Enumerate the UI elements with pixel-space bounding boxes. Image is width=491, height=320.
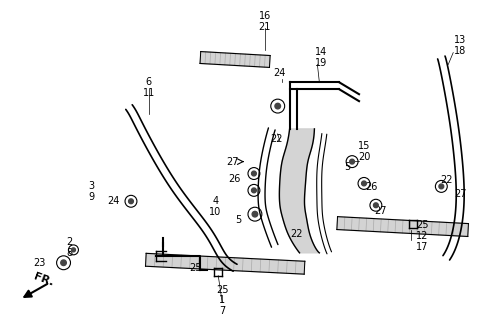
Text: 26: 26: [228, 174, 240, 184]
Text: 4
10: 4 10: [209, 196, 221, 217]
Text: 6
11: 6 11: [143, 77, 155, 98]
Circle shape: [251, 188, 256, 193]
Circle shape: [72, 248, 76, 252]
Text: 25: 25: [189, 263, 202, 273]
Text: 3
9: 3 9: [88, 181, 94, 202]
Text: 25
1
7: 25 1 7: [216, 284, 228, 316]
Circle shape: [251, 171, 256, 176]
Text: 2
8: 2 8: [66, 237, 73, 258]
Circle shape: [439, 184, 444, 189]
Circle shape: [61, 260, 66, 266]
Circle shape: [350, 159, 355, 164]
Text: 27: 27: [226, 156, 238, 167]
Text: 14
19: 14 19: [315, 47, 327, 68]
Text: 23: 23: [33, 258, 46, 268]
Circle shape: [275, 103, 280, 109]
Text: 26: 26: [366, 182, 378, 192]
Polygon shape: [337, 217, 468, 236]
Text: 5: 5: [235, 215, 241, 225]
Polygon shape: [145, 253, 305, 274]
Circle shape: [361, 181, 366, 186]
Circle shape: [129, 199, 134, 204]
Text: 27: 27: [375, 206, 387, 216]
Text: FR.: FR.: [32, 271, 55, 288]
Circle shape: [252, 212, 258, 217]
Text: 13
18: 13 18: [454, 35, 466, 56]
Circle shape: [374, 203, 378, 208]
Text: 22: 22: [271, 134, 283, 144]
Polygon shape: [279, 129, 319, 253]
Polygon shape: [200, 52, 270, 68]
Text: 15
20: 15 20: [358, 141, 370, 162]
Text: 24: 24: [273, 68, 286, 78]
Text: 16
21: 16 21: [259, 12, 271, 32]
Text: 5: 5: [344, 162, 350, 172]
Text: 22: 22: [440, 175, 453, 186]
Text: 24: 24: [107, 196, 119, 206]
Text: 25
12
17: 25 12 17: [416, 220, 429, 252]
Text: 27: 27: [454, 189, 466, 199]
Text: 22: 22: [290, 229, 303, 239]
